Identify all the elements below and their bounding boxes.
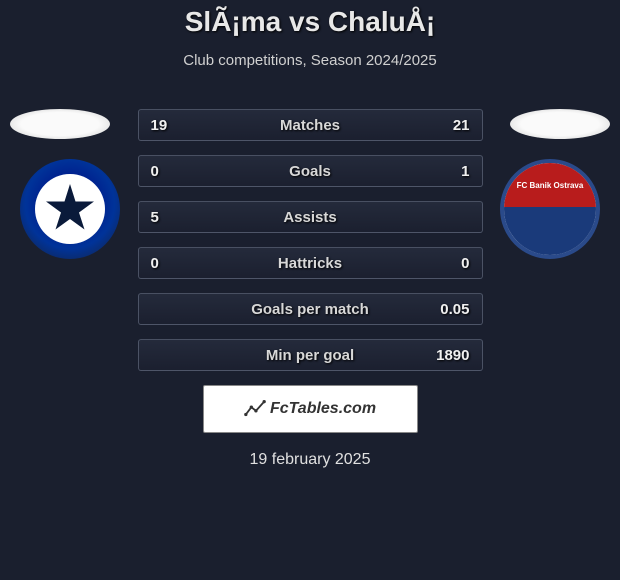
right-player-avatar: [510, 109, 610, 139]
banik-badge-text: FC Banik Ostrava: [517, 181, 584, 190]
stat-left-value: 0: [151, 163, 181, 180]
stat-row-goals-per-match: Goals per match 0.05: [138, 293, 483, 325]
stat-right-value: 1890: [436, 347, 469, 364]
subtitle: Club competitions, Season 2024/2025: [0, 52, 620, 69]
stat-label: Min per goal: [266, 347, 354, 364]
stat-label: Assists: [283, 209, 336, 226]
stat-left-value: 19: [151, 117, 181, 134]
stat-row-matches: 19 Matches 21: [138, 109, 483, 141]
date-label: 19 february 2025: [0, 451, 620, 469]
page-title: SlÃ¡ma vs ChaluÅ¡: [0, 0, 620, 38]
sigma-badge-inner: [35, 174, 105, 244]
branding-label: FcTables.com: [270, 400, 376, 418]
left-club-logo: [20, 159, 120, 259]
stat-right-value: 1: [440, 163, 470, 180]
stat-label: Hattricks: [278, 255, 342, 272]
stat-row-goals: 0 Goals 1: [138, 155, 483, 187]
stat-right-value: 0.05: [440, 301, 470, 318]
stat-row-assists: 5 Assists: [138, 201, 483, 233]
stat-right-value: 0: [440, 255, 470, 272]
stat-row-min-per-goal: Min per goal 1890: [138, 339, 483, 371]
stat-label: Goals: [289, 163, 331, 180]
stat-label: Goals per match: [251, 301, 369, 318]
stat-row-hattricks: 0 Hattricks 0: [138, 247, 483, 279]
star-icon: [45, 184, 95, 234]
banik-badge-top: FC Banik Ostrava: [504, 163, 596, 207]
banik-badge-bottom: [504, 207, 596, 255]
comparison-panel: FC Banik Ostrava 19 Matches 21 0 Goals 1…: [0, 109, 620, 469]
stat-right-value: 21: [440, 117, 470, 134]
stat-left-value: 0: [151, 255, 181, 272]
branding-box[interactable]: FcTables.com: [203, 385, 418, 433]
left-player-avatar: [10, 109, 110, 139]
stats-list: 19 Matches 21 0 Goals 1 5 Assists 0 Hatt…: [138, 109, 483, 371]
chart-icon: [244, 398, 266, 420]
stat-label: Matches: [280, 117, 340, 134]
right-club-logo: FC Banik Ostrava: [500, 159, 600, 259]
stat-left-value: 5: [151, 209, 181, 226]
